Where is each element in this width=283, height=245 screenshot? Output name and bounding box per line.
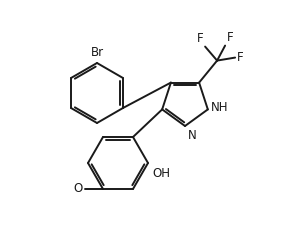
Text: F: F (237, 51, 244, 64)
Text: NH: NH (211, 101, 228, 114)
Text: Br: Br (91, 46, 104, 59)
Text: OH: OH (152, 167, 170, 180)
Text: O: O (74, 183, 83, 196)
Text: N: N (188, 129, 197, 142)
Text: F: F (227, 31, 234, 44)
Text: F: F (196, 32, 203, 45)
